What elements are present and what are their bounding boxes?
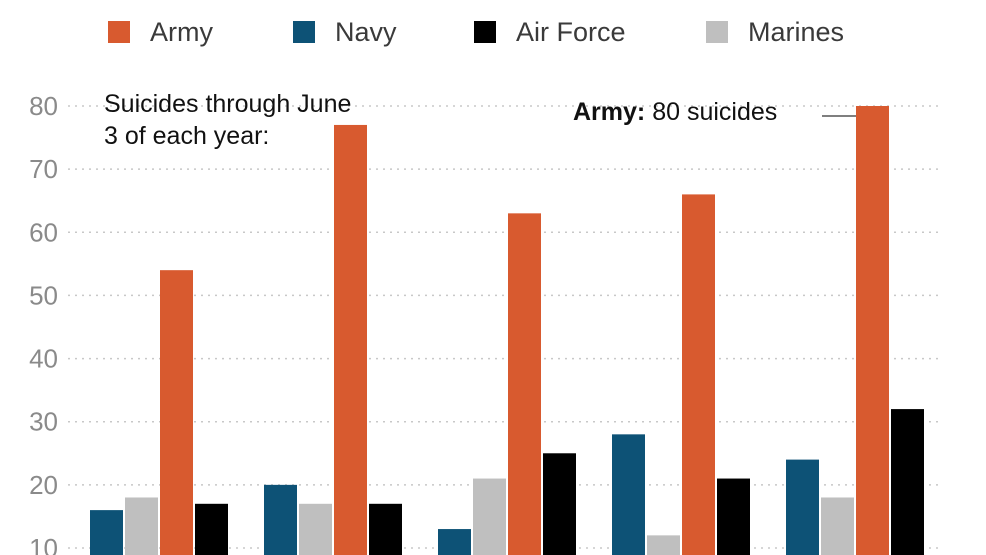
bar-air-force (195, 503, 228, 555)
legend-swatch-marines (706, 21, 728, 43)
bar-army (508, 213, 541, 555)
bar-army (856, 106, 889, 555)
army-annotation: Army: 80 suicides (573, 96, 777, 128)
bar-air-force (369, 503, 402, 555)
legend-swatch-army (108, 21, 130, 43)
legend-item-navy: Navy (293, 14, 397, 50)
bar-air-force (543, 453, 576, 555)
y-tick-label: 60 (29, 217, 58, 247)
bar-marines (299, 503, 332, 555)
legend-item-air-force: Air Force (474, 14, 626, 50)
bar-army (334, 124, 367, 555)
legend-label-navy: Navy (335, 16, 397, 47)
y-tick-label: 50 (29, 280, 58, 310)
bar-marines (125, 497, 158, 555)
bar-navy (438, 529, 471, 555)
army-annotation-label: Army: (573, 98, 646, 126)
bar-marines (647, 535, 680, 555)
bar-marines (473, 478, 506, 555)
bar-navy (90, 510, 123, 555)
y-tick-label: 80 (29, 91, 58, 121)
chart-legend: Army Navy Air Force Marines (0, 14, 986, 50)
y-tick-label: 40 (29, 344, 58, 374)
legend-item-army: Army (108, 14, 213, 50)
y-tick-label: 20 (29, 470, 58, 500)
y-tick-label: 30 (29, 407, 58, 437)
legend-swatch-navy (293, 21, 315, 43)
legend-label-army: Army (150, 16, 213, 47)
legend-label-marines: Marines (748, 16, 845, 47)
bar-army (682, 194, 715, 555)
legend-swatch-air-force (474, 21, 496, 43)
bar-air-force (891, 409, 924, 555)
bar-navy (264, 484, 297, 555)
bar-navy (612, 434, 645, 555)
legend-label-air-force: Air Force (516, 16, 626, 47)
y-tick-label: 10 (29, 533, 58, 555)
army-annotation-value: 80 suicides (645, 98, 778, 126)
bar-navy (786, 459, 819, 555)
chart-note: Suicides through June 3 of each year: (104, 90, 352, 150)
bar-air-force (717, 478, 750, 555)
y-tick-label: 70 (29, 154, 58, 184)
bar-marines (821, 497, 854, 555)
bar-army (160, 270, 193, 555)
legend-item-marines: Marines (706, 14, 844, 50)
